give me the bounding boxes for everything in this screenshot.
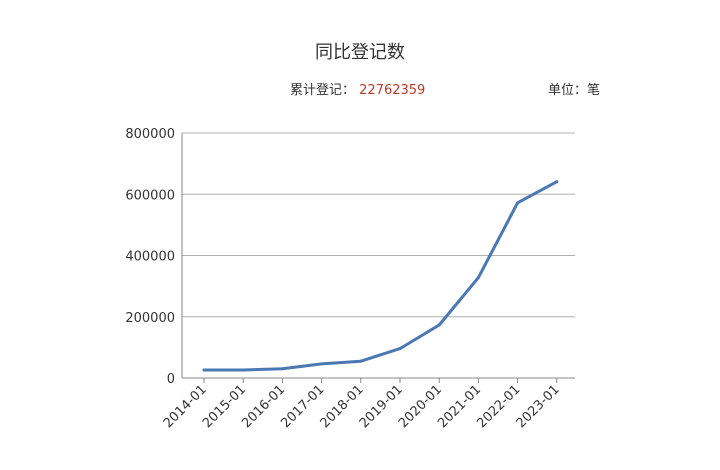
series-line <box>202 180 559 372</box>
data-point <box>437 323 441 327</box>
cumulative-label: 累计登记： <box>290 83 356 98</box>
data-point <box>241 368 245 372</box>
y-tick-label: 0 <box>167 372 175 387</box>
y-tick-label: 600000 <box>125 188 175 203</box>
data-point <box>398 347 402 351</box>
series-layer <box>202 180 559 372</box>
data-point <box>555 180 559 184</box>
gridlines <box>182 132 575 318</box>
y-tick-label: 800000 <box>125 127 175 142</box>
x-tick-label: 2023-01 <box>514 382 563 431</box>
data-point <box>516 201 520 205</box>
data-point <box>320 362 324 366</box>
cumulative-total: 累计登记： 22762359 <box>290 79 425 98</box>
y-tick-labels: 800000 600000 400000 200000 0 <box>125 127 175 387</box>
y-tick-label: 200000 <box>125 311 175 326</box>
axes <box>181 133 575 383</box>
data-point <box>476 276 480 280</box>
cumulative-value: 22762359 <box>359 83 426 98</box>
y-tick-label: 400000 <box>125 250 175 265</box>
data-point <box>359 359 363 363</box>
data-point <box>202 368 206 372</box>
x-tick-labels: 2014-012015-012016-012017-012018-012019-… <box>161 382 563 431</box>
data-point <box>280 367 284 371</box>
chart-title: 同比登记数 <box>315 42 405 63</box>
unit-label: 单位：笔 <box>548 83 601 98</box>
